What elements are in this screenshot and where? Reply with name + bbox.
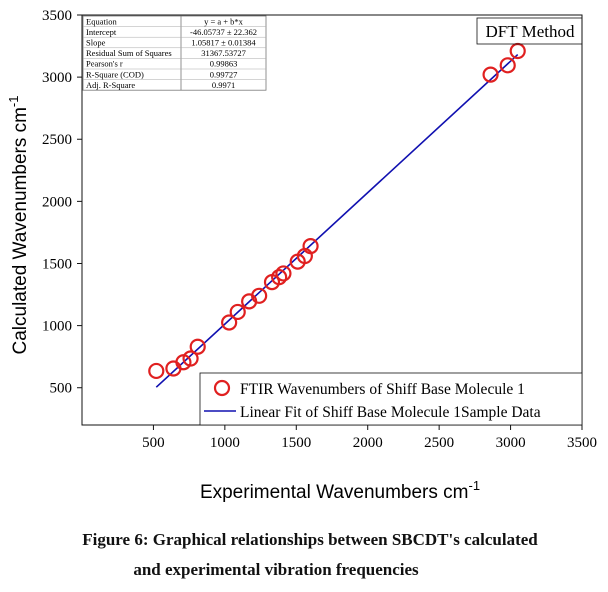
stats-label: R-Square (COD): [86, 69, 144, 79]
legend: FTIR Wavenumbers of Shiff Base Molecule …: [199, 372, 583, 426]
x-tick-label: 1500: [281, 435, 311, 451]
stats-table-border: [82, 15, 267, 91]
stats-value: 1.05817 ± 0.01384: [191, 38, 256, 48]
y-tick-label: 2500: [42, 132, 72, 148]
data-point: [189, 338, 206, 355]
data-point: [182, 350, 199, 367]
scatter-chart: 500 1000 1500 2000 2500 3000 3500 500 1000 1500 20…: [6, 8, 597, 503]
fit-line: [155, 53, 519, 388]
data-point: [229, 303, 246, 321]
x-axis-label: Experimental Wavenumbers cm-1: [200, 478, 480, 503]
data-point: [302, 237, 319, 255]
stats-value: -46.05737 ± 22.362: [190, 27, 257, 37]
legend-label-scatter: FTIR Wavenumbers of Shiff Base Molecule …: [240, 381, 525, 398]
x-tick-label: 500: [142, 435, 165, 451]
data-point: [148, 362, 165, 380]
x-tick-label: 3500: [567, 435, 597, 451]
stats-label: Equation: [86, 16, 117, 26]
stats-label: Residual Sum of Squares: [86, 48, 172, 58]
data-point: [509, 42, 526, 60]
legend-marker-scatter: [213, 379, 231, 397]
stats-value: 31367.53727: [201, 48, 246, 58]
x-tick-label: 2500: [424, 435, 454, 451]
x-tick-label: 1000: [210, 435, 240, 451]
data-point: [251, 287, 268, 304]
data-point: [499, 57, 516, 74]
stats-table: Equation y = a + b*x Intercept -46.05737 ± …: [82, 15, 267, 91]
data-point: [482, 66, 499, 83]
y-tick-label: 1000: [42, 319, 72, 335]
y-axis-label-exponent: -1: [6, 95, 21, 107]
y-tick-label: 1500: [42, 256, 72, 272]
y-axis-label: Calculated Wavenumbers cm-1: [6, 95, 31, 354]
x-tick-label: 3000: [496, 435, 526, 451]
figure-caption-line2: and experimental vibration frequencies: [133, 560, 419, 579]
y-tick-label: 2000: [42, 194, 72, 210]
stats-label: Slope: [86, 38, 106, 48]
stats-value: y = a + b*x: [204, 16, 244, 26]
stats-value: 0.99727: [210, 69, 238, 79]
data-marks: [148, 42, 526, 388]
y-tick-label: 3500: [42, 8, 72, 24]
stats-label: Pearson's r: [86, 59, 123, 69]
x-tick-label: 2000: [353, 435, 383, 451]
data-point: [275, 265, 292, 282]
data-point: [221, 314, 238, 331]
axis-ticks: 500 1000 1500 2000 2500 3000 3500 500 1000 1500 20…: [42, 8, 597, 451]
stats-value: 0.9971: [212, 80, 235, 90]
legend-label-fit: Linear Fit of Shiff Base Molecule 1Sampl…: [240, 404, 541, 421]
y-tick-label: 3000: [42, 70, 72, 86]
stats-value: 0.99863: [210, 59, 238, 69]
figure-caption-line1: Figure 6: Graphical relationships betwee…: [82, 530, 538, 549]
data-point: [271, 269, 288, 286]
y-tick-label: 500: [50, 381, 73, 397]
legend-box: [199, 372, 583, 426]
stats-label: Intercept: [86, 27, 117, 37]
chart-annotation: DFT Method: [486, 22, 575, 41]
stats-label: Adj. R-Square: [86, 80, 135, 90]
x-axis-label-exponent: -1: [469, 478, 481, 493]
annotation-box: [476, 17, 583, 45]
